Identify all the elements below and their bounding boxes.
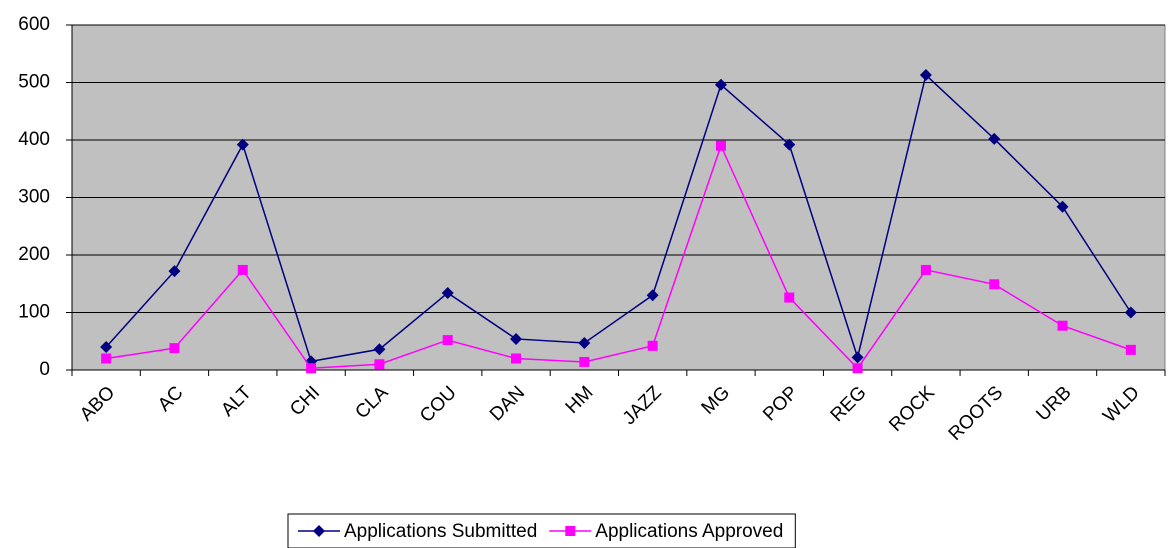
legend-label: Applications Submitted xyxy=(344,521,537,542)
data-point xyxy=(442,335,453,346)
data-point xyxy=(169,343,180,354)
data-point xyxy=(1124,306,1137,319)
data-point xyxy=(100,341,113,353)
x-tick-label: REG xyxy=(827,382,871,426)
legend-marker xyxy=(565,526,576,536)
data-point xyxy=(989,279,1000,290)
data-point xyxy=(373,343,386,356)
x-tick-label: ALT xyxy=(217,382,256,421)
legend-box xyxy=(287,513,796,548)
x-tick-label: WLD xyxy=(1099,382,1144,427)
data-point xyxy=(306,363,317,374)
x-tick-label: ABO xyxy=(76,382,119,425)
x-tick-label: CHI xyxy=(286,382,324,420)
x-tick-label: CLA xyxy=(351,382,392,423)
legend-marker xyxy=(313,525,325,537)
data-point xyxy=(237,264,248,275)
data-point xyxy=(714,78,727,91)
data-point xyxy=(783,138,796,151)
series-line xyxy=(105,73,1132,363)
y-tick-label: 100 xyxy=(18,302,50,323)
data-point xyxy=(920,264,931,275)
data-point xyxy=(579,356,590,367)
x-tick-label: ROCK xyxy=(885,382,939,436)
data-point xyxy=(168,265,181,278)
x-tick-label: POP xyxy=(759,382,802,425)
x-tick-label: ROOTS xyxy=(945,382,1008,445)
data-point xyxy=(1056,200,1069,213)
series-line xyxy=(106,143,1132,370)
data-point xyxy=(647,340,658,351)
y-tick-label: 200 xyxy=(18,244,50,265)
legend: Applications Submitted Applications Appro… xyxy=(287,513,796,548)
data-point xyxy=(919,69,932,82)
data-point xyxy=(510,332,523,345)
x-tick-label: DAN xyxy=(486,382,529,425)
x-tick-label: JAZZ xyxy=(619,382,666,429)
legend-label: Applications Approved xyxy=(595,521,783,542)
x-tick-label: COU xyxy=(416,382,461,427)
y-tick-label: 500 xyxy=(18,72,50,93)
x-tick-label: URB xyxy=(1032,382,1075,425)
x-tick-label: MG xyxy=(698,382,734,418)
y-tick-label: 400 xyxy=(18,129,50,150)
data-point xyxy=(1125,344,1136,355)
data-point xyxy=(715,140,726,151)
x-tick-label: AC xyxy=(154,382,188,416)
data-point xyxy=(236,138,249,151)
x-tick-label: HM xyxy=(562,382,598,418)
data-point xyxy=(578,336,591,349)
data-point xyxy=(852,363,863,374)
data-point xyxy=(851,351,864,364)
y-tick-label: 600 xyxy=(18,14,50,35)
data-point xyxy=(988,132,1001,145)
data-point xyxy=(441,286,454,299)
y-tick-label: 0 xyxy=(39,359,50,380)
data-point xyxy=(511,353,522,364)
data-point xyxy=(646,289,659,302)
data-point xyxy=(1057,320,1068,331)
data-point xyxy=(784,292,795,303)
data-point xyxy=(374,359,385,370)
data-point xyxy=(101,353,112,364)
y-tick-label: 300 xyxy=(18,187,50,208)
